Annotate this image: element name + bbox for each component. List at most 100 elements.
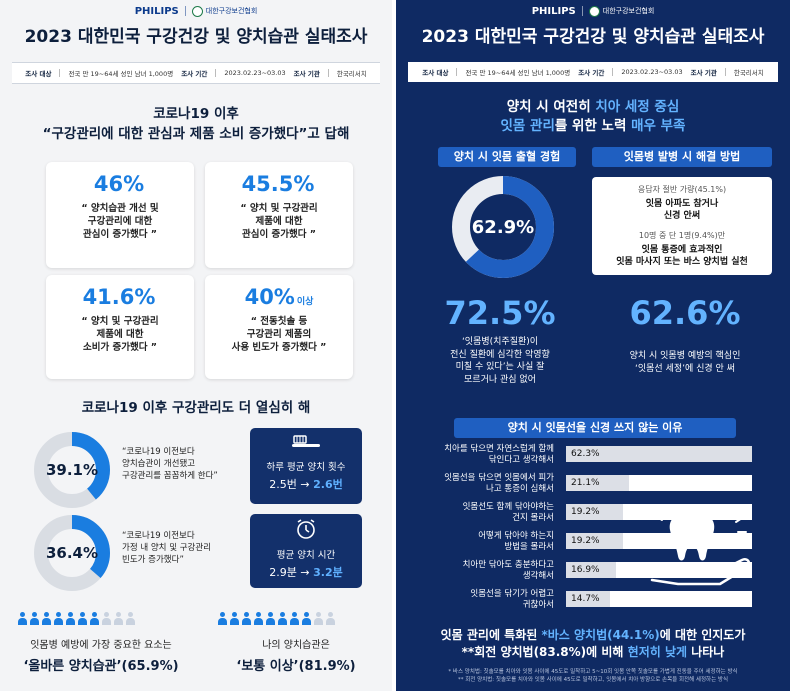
association-name: 대한구강보건협회	[205, 7, 258, 15]
survey-target-value: 전국 만 19~64세 성인 남녀 1,000명	[68, 70, 174, 78]
bottom-stat-question: 나의 양치습관은	[262, 640, 330, 651]
section2-heading: 코로나19 이후 구강관리도 더 열심히 해	[81, 400, 311, 416]
alarm-clock-icon	[297, 519, 315, 539]
donut-label: 62.9%	[471, 216, 535, 238]
survey-info: 조사 대상 전국 만 19~64세 성인 남녀 1,000명 조사 기간 202…	[408, 62, 778, 82]
survey-org-value: 한국리서치	[336, 70, 367, 78]
solution-sub: 응답자 절반 가량(45.1%)	[637, 185, 727, 194]
brand-bar: PHILIPS 대한구강보건협회	[0, 0, 392, 22]
right-footer-message: 잇몸 관리에 특화된 *바스 양치법(44.1%)에 대한 인지도가 **회전 …	[440, 628, 746, 659]
philips-logo: PHILIPS	[531, 5, 576, 17]
reason-label: 잇몸선을 닦기가 어렵고 귀찮아서	[470, 589, 554, 610]
survey-org-value: 한국리서치	[733, 69, 764, 77]
solution-sub: 10명 중 단 1명(9.4%)만	[638, 231, 726, 240]
survey-divider	[59, 69, 61, 77]
survey-divider	[456, 68, 458, 76]
section1-heading-line2: “구강관리에 대한 관심과 제품 소비 증가했다”고 답해	[42, 126, 350, 142]
section1-heading: 코로나19 이후 “구강관리에 대한 관심과 제품 소비 증가했다”고 답해	[0, 104, 392, 144]
reasons-title: 양치 시 잇몸선을 신경 쓰지 않는 이유	[454, 418, 736, 438]
bottom-stat-answer: ‘보통 이상’(81.9%)	[236, 659, 356, 674]
association-logo: 대한구강보건협회	[191, 5, 258, 17]
person-icon	[254, 612, 263, 625]
stat-card-percent: 41.6%	[82, 285, 156, 309]
toothbrush-icon	[292, 435, 320, 447]
survey-divider	[215, 69, 217, 77]
survey-period-label: 조사 기간	[578, 69, 605, 77]
reason-bar-track: 14.7%	[566, 591, 752, 607]
survey-target-label: 조사 대상	[25, 70, 52, 78]
person-icon	[230, 612, 239, 625]
bottom-stat: 잇몸병 예방에 가장 중요한 요소는 ‘올바른 양치습관’(65.9%)	[6, 636, 196, 674]
reason-bar	[566, 504, 624, 520]
reason-bar	[566, 562, 617, 578]
stat-text: 양치 시 잇몸병 예방의 핵심인 ‘잇몸선 세정’에 신경 안 써	[629, 351, 741, 374]
donut-arc	[452, 176, 554, 278]
person-icon	[30, 612, 39, 625]
reason-bar	[566, 591, 610, 607]
stat-card-percent: 40% 이상	[244, 285, 314, 309]
person-icon	[242, 612, 251, 625]
association-seal-icon	[588, 5, 600, 17]
person-icon	[266, 612, 275, 625]
reason-bar	[566, 533, 624, 549]
donut-arc	[34, 515, 110, 591]
stat-card: 40% 이상 “ 전동칫솔 등 구강관리 제품의 사용 빈도가 증가했다 ”	[205, 275, 353, 379]
person-icon	[326, 612, 335, 625]
person-icon	[126, 612, 135, 625]
solution-title: 잇몸병 발병 시 해결 방법	[592, 147, 772, 167]
page-title: 2023 대한민국 구강건강 및 양치습관 실태조사	[24, 27, 368, 47]
solution-main: 잇몸 아파도 참거나 신경 안써	[645, 199, 719, 221]
reason-bar	[566, 475, 629, 491]
stat-percent: 72.5%	[444, 294, 556, 332]
stat-card-text: “ 양치습관 개선 및 구강관리에 대한 관심이 증가했다 ”	[81, 203, 159, 240]
left-panel: PHILIPS 대한구강보건협회 2023 대한민국 구강건강 및 양치습관 실…	[0, 0, 392, 691]
reason-label: 잇몸선을 닦으면 잇몸에서 피가 나고 통증이 심해서	[444, 473, 554, 494]
reason-bar	[566, 446, 752, 462]
brushing-count-box: 하루 평균 양치 횟수 2.5번 → 2.6번	[250, 428, 362, 504]
person-icon	[66, 612, 75, 625]
association-seal-icon	[191, 5, 203, 17]
donut-svg	[34, 515, 110, 591]
person-icon	[102, 612, 111, 625]
survey-period-value: 2023.02.23~03.03	[224, 69, 286, 77]
footnote: * 바스 양치법: 칫솔모를 치아와 잇몸 사이에 45도로 밀착하고 5~10…	[448, 669, 738, 675]
stat-percent: 62.6%	[629, 294, 741, 332]
box-value: 2.5번 → 2.6번	[269, 478, 343, 491]
stat-card-text: “ 양치 및 구강관리 제품에 대한 소비가 증가했다 ”	[81, 316, 159, 353]
person-icon	[290, 612, 299, 625]
reason-bar-value: 19.2%	[571, 536, 600, 546]
stat-card-percent: 45.5%	[241, 172, 315, 196]
footnotes: * 바스 양치법: 칫솔모를 치아와 잇몸 사이에 45도로 밀착하고 5~10…	[402, 668, 784, 684]
box-value: 2.9분 → 3.2분	[269, 566, 343, 579]
donut-svg	[34, 432, 110, 508]
person-icon	[18, 612, 27, 625]
donut-svg	[452, 176, 554, 278]
people-pictogram	[218, 612, 335, 625]
section1-heading-line1: 코로나19 이후	[153, 106, 239, 122]
reason-bar-track: 62.3%	[566, 446, 752, 462]
reason-label: 치아만 닦아도 충분하다고 생각해서	[462, 560, 554, 581]
donut-chart-1: 39.1%	[32, 430, 112, 510]
stat-card-text: “ 전동칫솔 등 구강관리 제품의 사용 빈도가 증가했다 ”	[231, 316, 327, 353]
brushing-time-box: 평균 양치 시간 2.9분 → 3.2분	[250, 514, 362, 588]
donut-arc	[34, 432, 110, 508]
solution-box: 응답자 절반 가량(45.1%) 잇몸 아파도 참거나 신경 안써 10명 중 …	[592, 177, 772, 275]
brand-bar: PHILIPS 대한구강보건협회	[396, 0, 790, 22]
person-icon	[218, 612, 227, 625]
box-label: 하루 평균 양치 횟수	[266, 462, 346, 473]
solution-main: 잇몸 통증에 효과적인 잇몸 마사지 또는 바스 양치법 실천	[616, 245, 748, 267]
stat-card: 41.6% “ 양치 및 구강관리 제품에 대한 소비가 증가했다 ”	[46, 275, 194, 379]
person-icon	[314, 612, 323, 625]
survey-period-value: 2023.02.23~03.03	[621, 68, 683, 76]
survey-target-label: 조사 대상	[422, 69, 449, 77]
stat-card: 46% “ 양치습관 개선 및 구강관리에 대한 관심이 증가했다 ”	[46, 162, 194, 268]
donut-quote: “코로나19 이전보다 양치습관이 개선됐고 구강관리를 꼼꼼하게 한다”	[122, 447, 218, 481]
reason-bar-value: 16.9%	[571, 565, 600, 575]
association-logo: 대한구강보건협회	[588, 5, 654, 17]
survey-org-label: 조사 기관	[293, 70, 320, 78]
person-icon	[302, 612, 311, 625]
bleeding-donut: 62.9%	[450, 174, 556, 280]
survey-divider	[612, 68, 614, 76]
survey-target-value: 전국 만 19~64세 성인 남녀 1,000명	[465, 69, 571, 77]
